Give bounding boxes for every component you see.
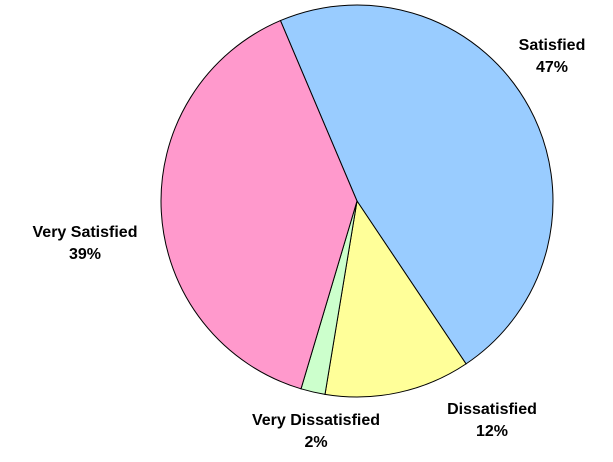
slice-value-very-dissatisfied: 2%	[304, 434, 327, 451]
pie-slice-very-satisfied	[160, 19, 358, 390]
pie-slice-dissatisfied	[324, 199, 467, 398]
slice-label-dissatisfied: Dissatisfied	[447, 401, 537, 418]
slice-value-satisfied: 47%	[536, 59, 568, 76]
pie-slices	[160, 4, 554, 398]
slice-value-very-satisfied: 39%	[69, 246, 101, 263]
pie-labels: Satisfied 47% Dissatisfied 12% Very Dissatis…	[33, 37, 586, 451]
slice-label-very-satisfied: Very Satisfied	[33, 224, 138, 241]
slice-value-dissatisfied: 12%	[476, 423, 508, 440]
pie-slice-satisfied	[279, 4, 554, 365]
slice-label-satisfied: Satisfied	[519, 37, 586, 54]
slice-label-very-dissatisfied: Very Dissatisfied	[252, 412, 380, 429]
